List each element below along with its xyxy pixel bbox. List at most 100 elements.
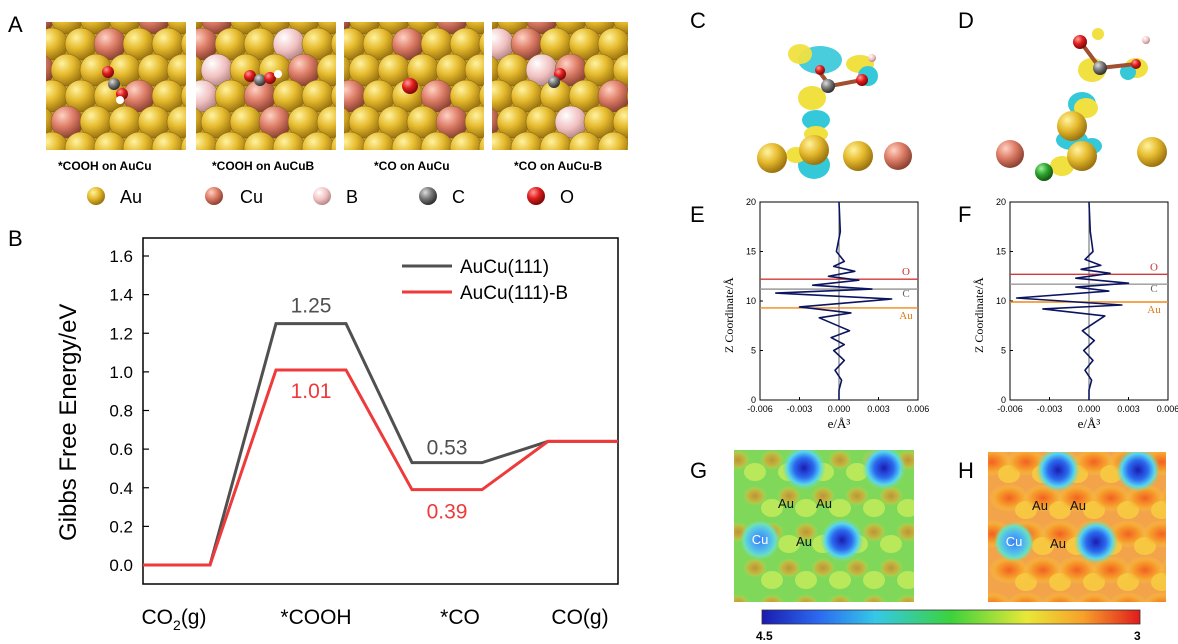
x-axis-label: e/Å³ bbox=[1078, 416, 1101, 431]
o-atom bbox=[402, 78, 418, 94]
au-atom bbox=[166, 105, 186, 139]
map-warm-spot bbox=[1142, 592, 1166, 602]
c-atom bbox=[548, 76, 560, 88]
iso-d-cyan-1 bbox=[1120, 64, 1136, 80]
y-tick-label: 1.2 bbox=[109, 324, 133, 343]
panel-label-c: C bbox=[690, 8, 706, 33]
panel-label-d: D bbox=[958, 8, 974, 33]
iso-d-au-atom-3 bbox=[1137, 137, 1167, 167]
au-atom bbox=[464, 53, 484, 87]
y-tick-label: 0.8 bbox=[109, 402, 133, 421]
map-cu-site bbox=[994, 522, 1034, 562]
au-atom bbox=[330, 32, 336, 56]
map-warm-spot bbox=[913, 492, 914, 500]
map-yellow-spot bbox=[795, 571, 817, 589]
map-low-potential bbox=[820, 518, 864, 562]
map-yellow-spot bbox=[778, 535, 800, 553]
free-energy-y-label: Gibbs Free Energy/eV bbox=[55, 304, 82, 541]
panel-label-g: G bbox=[690, 458, 707, 483]
map-cu-site bbox=[740, 520, 780, 560]
map-atom-label: Au bbox=[778, 496, 794, 511]
map-atom-label: Au bbox=[1050, 536, 1066, 551]
iso-c-oxygen-atom-1 bbox=[856, 74, 868, 86]
marker-label: O bbox=[902, 266, 910, 278]
marker-label: Au bbox=[899, 310, 913, 322]
map-atom-label: Au bbox=[1070, 498, 1086, 513]
map-warm-spot bbox=[896, 522, 914, 542]
map-low-potential bbox=[1116, 452, 1160, 492]
y-tick-label: 1.0 bbox=[109, 363, 133, 382]
y-tick-label: 15 bbox=[996, 247, 1006, 257]
au-atom bbox=[167, 22, 186, 35]
y-tick-label: 20 bbox=[746, 197, 756, 207]
iso-c-cu-atom bbox=[884, 142, 912, 170]
iso-c-hydrogen-atom bbox=[868, 54, 876, 62]
map-low-potential bbox=[1036, 452, 1080, 492]
marker-label: C bbox=[902, 288, 909, 300]
potential-map-h: Au Au Au Cu bbox=[988, 452, 1178, 602]
map-warm-spot bbox=[1040, 592, 1080, 602]
x-category-label: CO2(g) bbox=[142, 606, 207, 633]
au-atom bbox=[492, 131, 515, 150]
h-atom bbox=[116, 96, 124, 104]
map-yellow-spot bbox=[761, 571, 783, 589]
au-atom bbox=[613, 22, 628, 35]
x-tick-label: -0.003 bbox=[1037, 404, 1063, 414]
map-warm-spot bbox=[845, 558, 869, 578]
map-warm-spot bbox=[743, 486, 767, 506]
au-atom bbox=[464, 105, 484, 139]
map-warm-spot bbox=[1142, 520, 1166, 548]
au-atom bbox=[344, 131, 367, 150]
map-atom-label: Cu bbox=[1006, 534, 1023, 549]
charge-density-c bbox=[757, 44, 912, 179]
structure-caption-1: *COOH on AuCu bbox=[58, 159, 152, 173]
panel-label-a: A bbox=[8, 12, 23, 37]
map-yellow-spot bbox=[795, 499, 817, 517]
iso-c-cyan-3 bbox=[802, 110, 830, 130]
atom-legend-c-swatch bbox=[419, 187, 437, 205]
atom-legend: Au Cu B C O bbox=[87, 187, 574, 207]
iso-c-yellow-3 bbox=[798, 86, 826, 110]
x-category-label: *COOH bbox=[280, 606, 351, 629]
charge-profile-f: 0 5 10 15 20 -0.006 -0.003 0.000 0.003 0.006 OC Au Z… bbox=[972, 197, 1178, 431]
map-yellow-spot bbox=[931, 571, 953, 589]
y-tick-label: 0.6 bbox=[109, 440, 133, 459]
au-atom bbox=[330, 84, 336, 108]
potential-map-g: Au Au Au Cu bbox=[734, 450, 953, 602]
map-yellow-spot bbox=[761, 499, 783, 517]
au-atom bbox=[316, 105, 336, 139]
panel-label-e: E bbox=[690, 202, 705, 227]
structure-caption-2: *COOH on AuCuB bbox=[212, 159, 315, 173]
y-tick-label: 0.0 bbox=[109, 556, 133, 575]
h-atom bbox=[274, 70, 282, 78]
y-tick-label: 5 bbox=[751, 346, 756, 356]
map-warm-spot bbox=[1006, 592, 1046, 602]
x-tick-label: 0.006 bbox=[1157, 404, 1178, 414]
y-axis-label: Z Coordinate/Å bbox=[972, 277, 986, 353]
o-atom bbox=[102, 66, 114, 78]
au-atom bbox=[330, 136, 336, 150]
map-yellow-spot bbox=[829, 499, 851, 517]
atom-legend-b-swatch bbox=[313, 187, 331, 205]
map-warm-spot bbox=[777, 558, 801, 578]
structure-caption-4: *CO on AuCu-B bbox=[514, 159, 603, 173]
series-line bbox=[143, 368, 618, 567]
map-warm-spot bbox=[811, 558, 835, 578]
map-atom-label: Au bbox=[816, 496, 832, 511]
au-atom bbox=[478, 136, 484, 150]
au-atom bbox=[626, 89, 628, 103]
panel-label-b: B bbox=[8, 226, 23, 251]
iso-c-oxygen-atom-2 bbox=[815, 65, 825, 75]
au-atom bbox=[597, 27, 628, 61]
free-energy-series: 1.25 1.01 0.53 0.39 bbox=[143, 295, 618, 567]
y-tick-label: 1.6 bbox=[109, 247, 133, 266]
map-warm-spot bbox=[794, 594, 818, 602]
iso-d-hydrogen-atom bbox=[1142, 36, 1150, 44]
structure-1 bbox=[46, 22, 186, 150]
map-yellow-spot bbox=[1168, 537, 1178, 555]
x-tick-label: -0.006 bbox=[747, 404, 773, 414]
map-warm-spot bbox=[734, 450, 750, 470]
iso-d-cu-atom bbox=[996, 140, 1024, 168]
iso-d-au-atom-1 bbox=[1057, 111, 1087, 141]
iso-c-carbon-atom bbox=[821, 79, 835, 93]
